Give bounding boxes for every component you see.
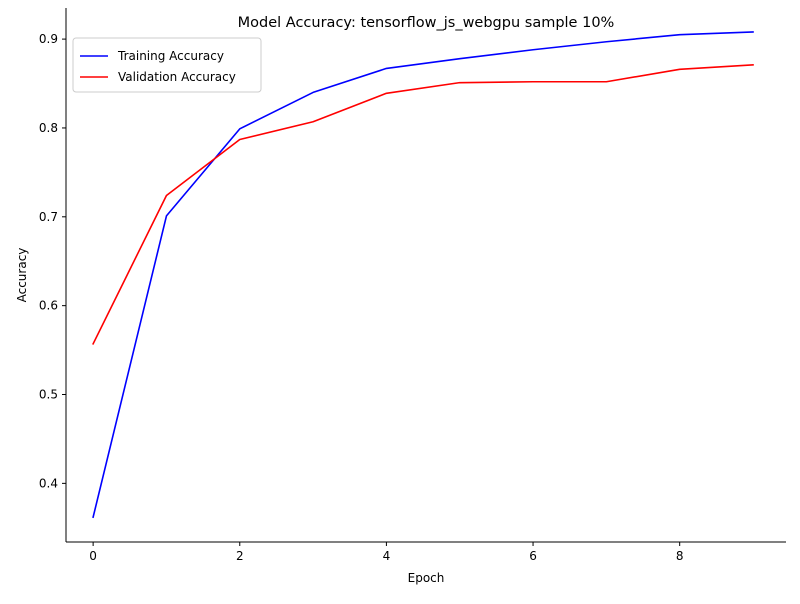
x-tick-label: 8	[676, 549, 684, 563]
legend-label-training: Training Accuracy	[117, 49, 224, 63]
y-tick-label: 0.7	[39, 210, 58, 224]
y-tick-label: 0.9	[39, 32, 58, 46]
x-tick-label: 0	[89, 549, 97, 563]
y-ticks: 0.4 0.5 0.6 0.7 0.8 0.9	[39, 32, 66, 490]
training-accuracy-line	[92, 31, 754, 519]
y-tick-label: 0.6	[39, 299, 58, 313]
x-tick-label: 4	[383, 549, 391, 563]
x-ticks: 0 2 4 6 8	[89, 542, 684, 563]
x-axis-label: Epoch	[408, 571, 445, 585]
y-tick-label: 0.8	[39, 121, 58, 135]
y-tick-label: 0.4	[39, 476, 58, 490]
validation-accuracy-line	[92, 64, 754, 345]
legend-box	[72, 37, 262, 93]
legend-label-validation: Validation Accuracy	[118, 70, 236, 84]
y-tick-label: 0.5	[39, 388, 58, 402]
chart-title: Model Accuracy: tensorflow_js_webgpu sam…	[238, 15, 615, 31]
plot-lines	[92, 31, 754, 519]
legend: Training Accuracy Validation Accuracy	[72, 37, 262, 93]
y-axis-label: Accuracy	[15, 248, 29, 303]
x-tick-label: 6	[529, 549, 537, 563]
x-tick-label: 2	[236, 549, 244, 563]
